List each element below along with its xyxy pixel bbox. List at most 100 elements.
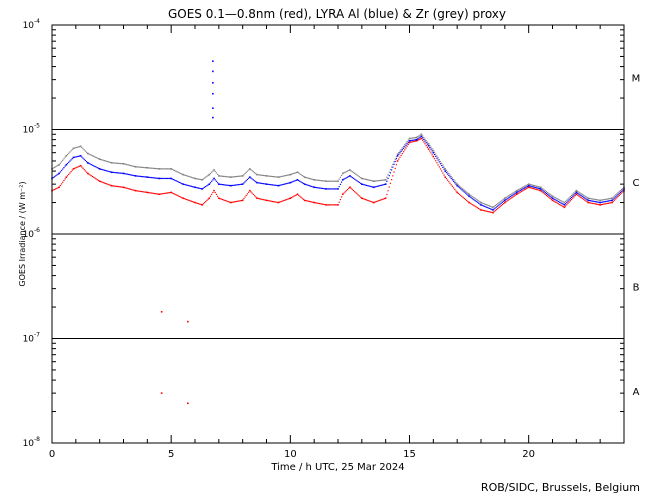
trace-dot <box>60 183 63 185</box>
trace-dot <box>307 177 309 179</box>
trace-dot <box>132 189 134 191</box>
trace-dot <box>422 137 424 139</box>
data-point <box>241 199 244 202</box>
data-point <box>515 191 518 194</box>
trace-dot <box>617 195 619 198</box>
trace-dot <box>211 193 213 196</box>
trace-dot <box>576 190 579 192</box>
trace-dot <box>69 172 71 174</box>
trace-dot <box>258 174 260 176</box>
y-tick-exponent: -7 <box>34 332 40 339</box>
trace-dot <box>491 206 493 208</box>
trace-dot <box>463 197 465 200</box>
trace-dot <box>598 201 600 203</box>
trace-dot <box>392 166 394 168</box>
trace-dot <box>327 204 330 206</box>
trace-dot <box>281 175 283 177</box>
trace-dot <box>219 183 221 185</box>
trace-dot <box>240 199 243 202</box>
trace-dot <box>150 176 152 179</box>
trace-dot <box>338 186 340 188</box>
trace-dot <box>398 153 400 155</box>
trace-dot <box>196 202 198 204</box>
trace-dot <box>499 203 501 205</box>
trace-dot <box>612 196 614 198</box>
trace-dot <box>618 191 620 193</box>
trace-dot <box>88 162 90 165</box>
trace-dot <box>62 181 64 183</box>
y-tick-exponent: -4 <box>34 18 40 25</box>
trace-dot <box>59 162 61 164</box>
data-point <box>212 81 214 84</box>
trace-dot <box>275 184 277 186</box>
trace-dot <box>400 148 402 151</box>
trace-dot <box>581 197 583 200</box>
trace-dot <box>410 137 412 139</box>
trace-dot <box>64 165 66 167</box>
trace-dot <box>524 185 526 187</box>
trace-dot <box>255 196 257 198</box>
trace-dot <box>438 166 440 168</box>
trace-dot <box>530 187 532 189</box>
data-point <box>256 173 258 176</box>
trace-dot <box>319 187 321 189</box>
data-point <box>313 186 315 189</box>
trace-dot <box>368 200 370 202</box>
trace-dot <box>60 161 63 163</box>
trace-dot <box>493 205 495 208</box>
trace-dot <box>450 175 452 178</box>
data-point <box>361 183 363 185</box>
trace-dot <box>579 196 581 198</box>
trace-dot <box>267 175 269 177</box>
trace-dot <box>371 180 374 182</box>
trace-dot <box>392 175 394 177</box>
trace-dot <box>237 175 239 177</box>
trace-dot <box>307 200 309 202</box>
trace-dot <box>520 189 523 191</box>
trace-dot <box>219 198 221 200</box>
data-point <box>551 199 554 202</box>
trace-dot <box>350 176 352 178</box>
trace-dot <box>346 176 349 178</box>
trace-dot <box>270 184 272 186</box>
trace-dot <box>462 188 464 190</box>
trace-dot <box>270 200 272 202</box>
trace-dot <box>377 180 380 182</box>
trace-dot <box>127 164 129 166</box>
trace-dot <box>306 184 308 186</box>
trace-dot <box>547 192 549 194</box>
trace-dot <box>370 180 372 182</box>
trace-dot <box>105 182 107 185</box>
trace-dot <box>207 174 209 177</box>
trace-dot <box>227 184 229 186</box>
trace-dot <box>205 176 207 178</box>
trace-dot <box>301 182 303 184</box>
trace-dot <box>489 205 492 207</box>
data-point <box>218 197 220 200</box>
trace-dot <box>215 180 218 182</box>
data-point <box>313 201 315 204</box>
trace-dot <box>100 181 102 183</box>
trace-dot <box>381 184 383 186</box>
data-point <box>212 60 214 63</box>
trace-dot <box>506 196 508 198</box>
trace-dot <box>512 194 514 196</box>
trace-dot <box>311 201 313 203</box>
trace-dot <box>113 185 115 187</box>
trace-dot <box>149 176 151 179</box>
trace-dot <box>120 186 122 188</box>
trace-dot <box>345 171 347 173</box>
trace-dot <box>206 199 208 202</box>
trace-dot <box>586 201 588 203</box>
trace-dot <box>488 211 490 213</box>
trace-dot <box>559 201 561 203</box>
trace-dot <box>333 180 336 182</box>
trace-dot <box>121 163 123 165</box>
trace-dot <box>299 180 301 182</box>
trace-dot <box>512 192 514 194</box>
trace-dot <box>262 174 264 177</box>
data-point <box>527 183 530 185</box>
trace-dot <box>487 210 489 213</box>
trace-dot <box>152 177 154 179</box>
data-point <box>249 168 251 170</box>
